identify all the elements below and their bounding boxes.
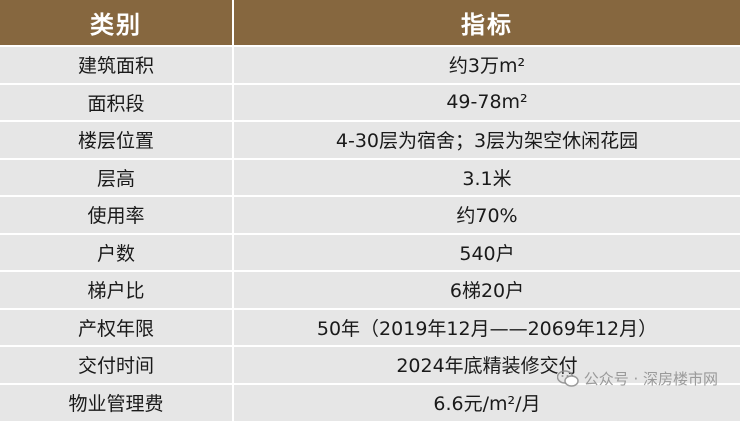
row-label: 交付时间: [0, 346, 234, 385]
row-label: 户数: [0, 233, 234, 272]
table-row: 面积段 49-78m²: [0, 83, 740, 122]
row-label: 面积段: [0, 83, 234, 122]
row-label: 建筑面积: [0, 46, 234, 85]
header-category: 类别: [0, 0, 234, 47]
row-value: 49-78m²: [233, 83, 740, 122]
row-label: 物业管理费: [0, 383, 234, 421]
table-row: 梯户比 6梯20户: [0, 271, 740, 310]
row-value: 约70%: [233, 196, 740, 235]
row-label: 梯户比: [0, 271, 234, 310]
row-value: 2024年底精装修交付: [233, 346, 740, 385]
row-value: 3.1米: [233, 158, 740, 197]
header-indicator: 指标: [233, 0, 740, 47]
table-row: 层高 3.1米: [0, 158, 740, 197]
row-label: 使用率: [0, 196, 234, 235]
row-value: 6.6元/m²/月: [233, 383, 740, 421]
row-value: 50年（2019年12月——2069年12月）: [233, 308, 740, 347]
row-value: 6梯20户: [233, 271, 740, 310]
table-header-row: 类别 指标: [0, 0, 740, 47]
row-value: 约3万m²: [233, 46, 740, 85]
row-label: 楼层位置: [0, 121, 234, 160]
row-value: 540户: [233, 233, 740, 272]
table-row: 物业管理费 6.6元/m²/月: [0, 383, 740, 421]
table-row: 建筑面积 约3万m²: [0, 46, 740, 85]
table-row: 楼层位置 4-30层为宿舍；3层为架空休闲花园: [0, 121, 740, 160]
row-label: 层高: [0, 158, 234, 197]
table-row: 交付时间 2024年底精装修交付: [0, 346, 740, 385]
table-row: 使用率 约70%: [0, 196, 740, 235]
row-label: 产权年限: [0, 308, 234, 347]
row-value: 4-30层为宿舍；3层为架空休闲花园: [233, 121, 740, 160]
table-row: 户数 540户: [0, 233, 740, 272]
table-row: 产权年限 50年（2019年12月——2069年12月）: [0, 308, 740, 347]
